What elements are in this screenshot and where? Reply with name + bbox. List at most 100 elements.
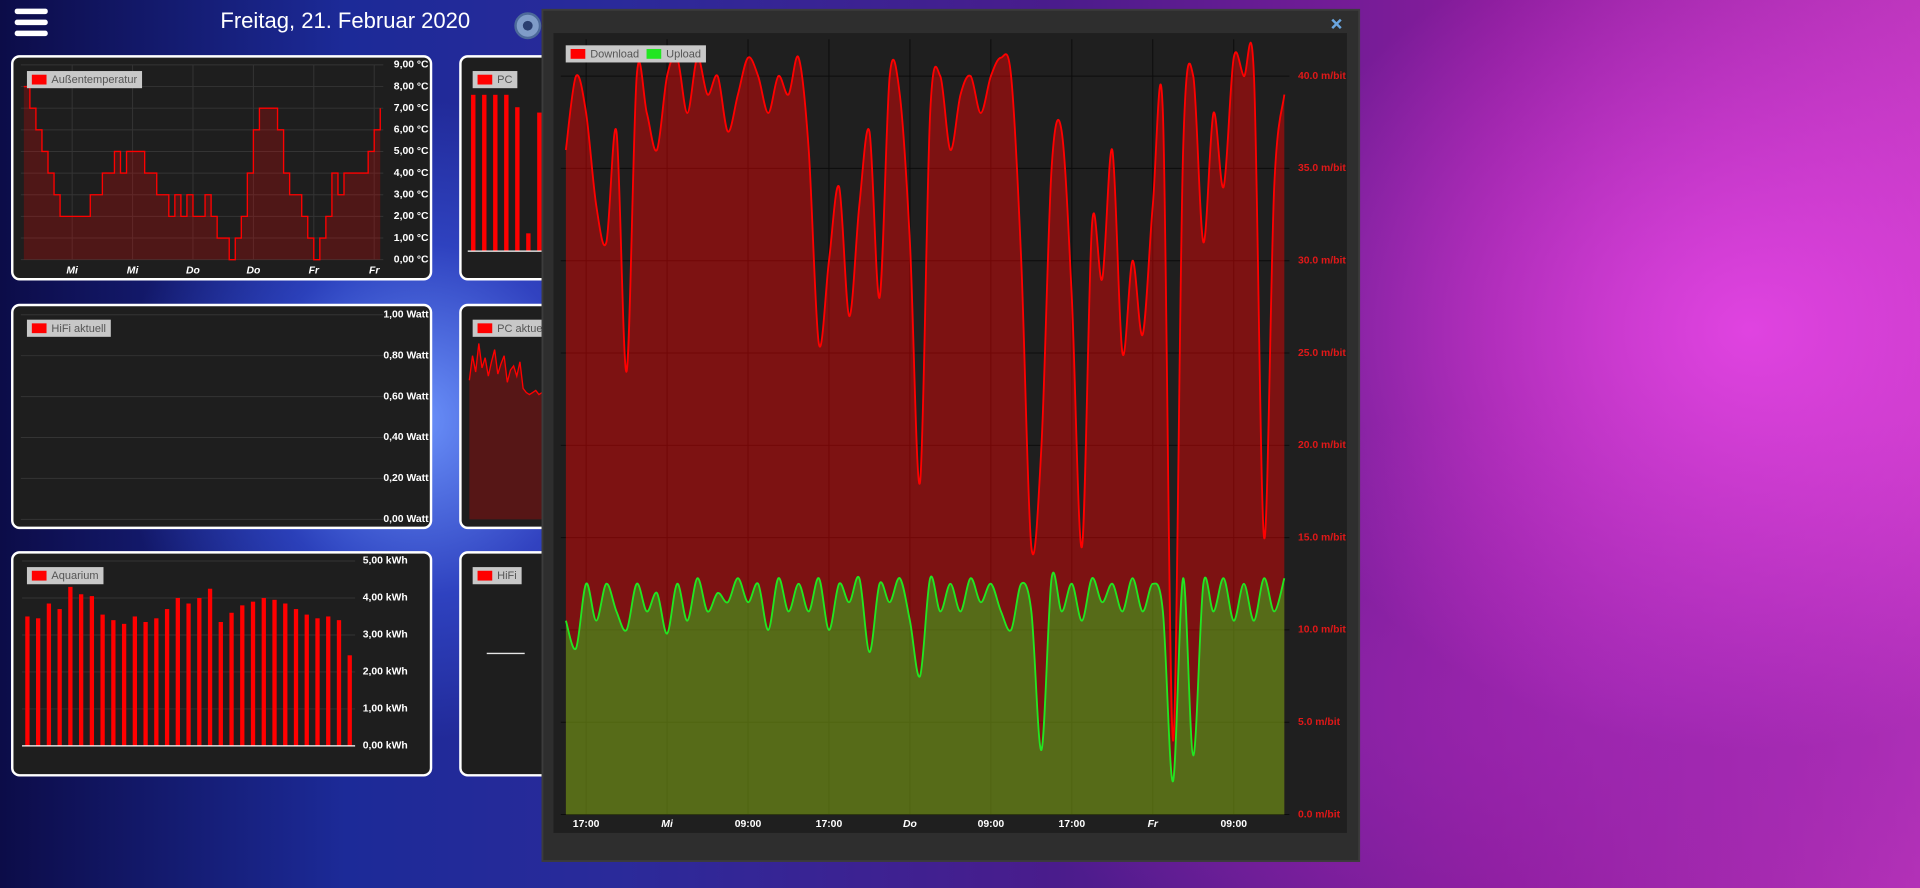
bar xyxy=(207,588,213,746)
bar xyxy=(261,597,266,746)
area xyxy=(565,572,1285,815)
bar xyxy=(68,586,73,746)
chart-widget: 0,00 °C 1,00 °C 2,00 °C 3,00 °C 4,00 °C 5,00 … xyxy=(11,55,433,281)
bar xyxy=(143,622,148,746)
y-tick-label: 1,00 kWh xyxy=(363,704,408,715)
x-tick-label: 09:00 xyxy=(1220,819,1247,830)
legend: HiFi xyxy=(472,567,522,585)
y-tick-label: 0,00 °C xyxy=(394,254,429,265)
menu-button[interactable] xyxy=(14,8,48,37)
y-tick-label: 30.0 m/bit xyxy=(1298,255,1346,266)
bar xyxy=(57,609,62,746)
bar xyxy=(197,597,202,746)
legend: HiFi aktuell xyxy=(26,319,111,337)
y-tick-label: 1,00 °C xyxy=(394,233,429,244)
line xyxy=(23,85,381,261)
legend-label: Upload xyxy=(666,48,701,60)
bar xyxy=(250,601,256,746)
bar xyxy=(336,620,342,746)
menu-bar xyxy=(14,19,48,26)
legend-label: HiFi xyxy=(497,570,517,582)
legend-swatch xyxy=(31,74,47,85)
y-tick-label: 3,00 kWh xyxy=(363,630,408,641)
legend-box xyxy=(565,45,706,63)
close-button[interactable] xyxy=(1331,18,1342,30)
y-tick-label: 0.0 m/bit xyxy=(1298,809,1341,820)
legend-swatch xyxy=(477,323,493,334)
bar xyxy=(293,609,299,746)
bar xyxy=(471,94,476,252)
chart-popup: 0.0 m/bit 5.0 m/bit 10.0 m/bit 15.0 m/bit 20… xyxy=(541,8,1361,862)
x-tick-label: 17:00 xyxy=(816,819,843,830)
x-tick-label: Do xyxy=(186,265,201,276)
bar xyxy=(46,603,52,746)
bar xyxy=(526,233,531,252)
y-tick-label: 2,00 kWh xyxy=(363,667,408,678)
gear-hole xyxy=(522,20,533,31)
legend: Aquarium xyxy=(26,567,104,585)
y-tick-label: 0,20 Watt xyxy=(383,473,429,484)
popup-body xyxy=(553,33,1347,833)
x-tick-label: Fr xyxy=(369,265,380,276)
x-tick-label: 09:00 xyxy=(978,819,1005,830)
legend: PC aktuell xyxy=(472,319,553,337)
plot-data xyxy=(564,41,1286,815)
y-tick-label: 15.0 m/bit xyxy=(1298,532,1346,543)
y-tick-label: 25.0 m/bit xyxy=(1298,348,1346,359)
x-tick-label: Mi xyxy=(661,819,674,830)
bar xyxy=(78,594,84,746)
legend-label: PC aktuell xyxy=(497,323,547,335)
widgets: 0,00 °C 1,00 °C 2,00 °C 3,00 °C 4,00 °C 5,00 … xyxy=(11,55,634,777)
widget-frame xyxy=(11,303,433,530)
plot-data xyxy=(468,343,543,520)
settings-icon[interactable] xyxy=(514,12,542,40)
legend-label: Aquarium xyxy=(51,570,98,582)
y-tick-label: 6,00 °C xyxy=(394,125,429,136)
y-tick-label: 4,00 °C xyxy=(394,168,429,179)
bar xyxy=(515,107,520,252)
legend-box xyxy=(26,319,111,337)
y-tick-label: 0,00 Watt xyxy=(383,514,429,525)
legend-box xyxy=(472,319,553,337)
x-tick-label: 17:00 xyxy=(1059,819,1086,830)
legend-label: Außentemperatur xyxy=(51,74,137,86)
bar xyxy=(272,599,277,746)
line xyxy=(564,571,1286,783)
close-icon xyxy=(1331,18,1342,30)
y-tick-label: 4,00 kWh xyxy=(363,593,408,604)
y-tick-label: 0,80 Watt xyxy=(383,350,429,361)
bar xyxy=(154,618,159,746)
bar xyxy=(164,609,170,746)
y-tick-label: 2,00 °C xyxy=(394,211,429,222)
bar xyxy=(36,618,41,746)
legend: PC xyxy=(472,71,518,89)
bar xyxy=(493,94,498,252)
bar xyxy=(240,605,245,746)
legend-swatch xyxy=(646,48,662,59)
line xyxy=(468,343,543,396)
bar xyxy=(304,614,309,746)
bar xyxy=(121,623,127,746)
bar xyxy=(229,612,234,746)
area xyxy=(565,42,1285,815)
legend: Außentemperatur xyxy=(26,71,143,89)
legend-swatch xyxy=(31,570,47,581)
area xyxy=(469,343,543,520)
page-title: Freitag, 21. Februar 2020 xyxy=(220,8,470,33)
legend-label: Download xyxy=(590,48,639,60)
y-tick-label: 10.0 m/bit xyxy=(1298,625,1346,636)
y-tick-label: 1,00 Watt xyxy=(383,310,429,321)
plot-data xyxy=(23,85,381,261)
chart-widget: 0.0 m/bit 5.0 m/bit 10.0 m/bit 15.0 m/bit 20… xyxy=(560,39,1346,830)
bar xyxy=(132,616,138,746)
bar xyxy=(218,622,223,746)
bar xyxy=(537,112,542,252)
x-tick-label: 17:00 xyxy=(573,819,600,830)
legend-box xyxy=(26,71,143,89)
y-tick-label: 5,00 °C xyxy=(394,146,429,157)
x-tick-label: Do xyxy=(246,265,261,276)
legend-label: PC xyxy=(497,74,512,86)
bar xyxy=(482,94,487,252)
bar xyxy=(283,603,288,746)
